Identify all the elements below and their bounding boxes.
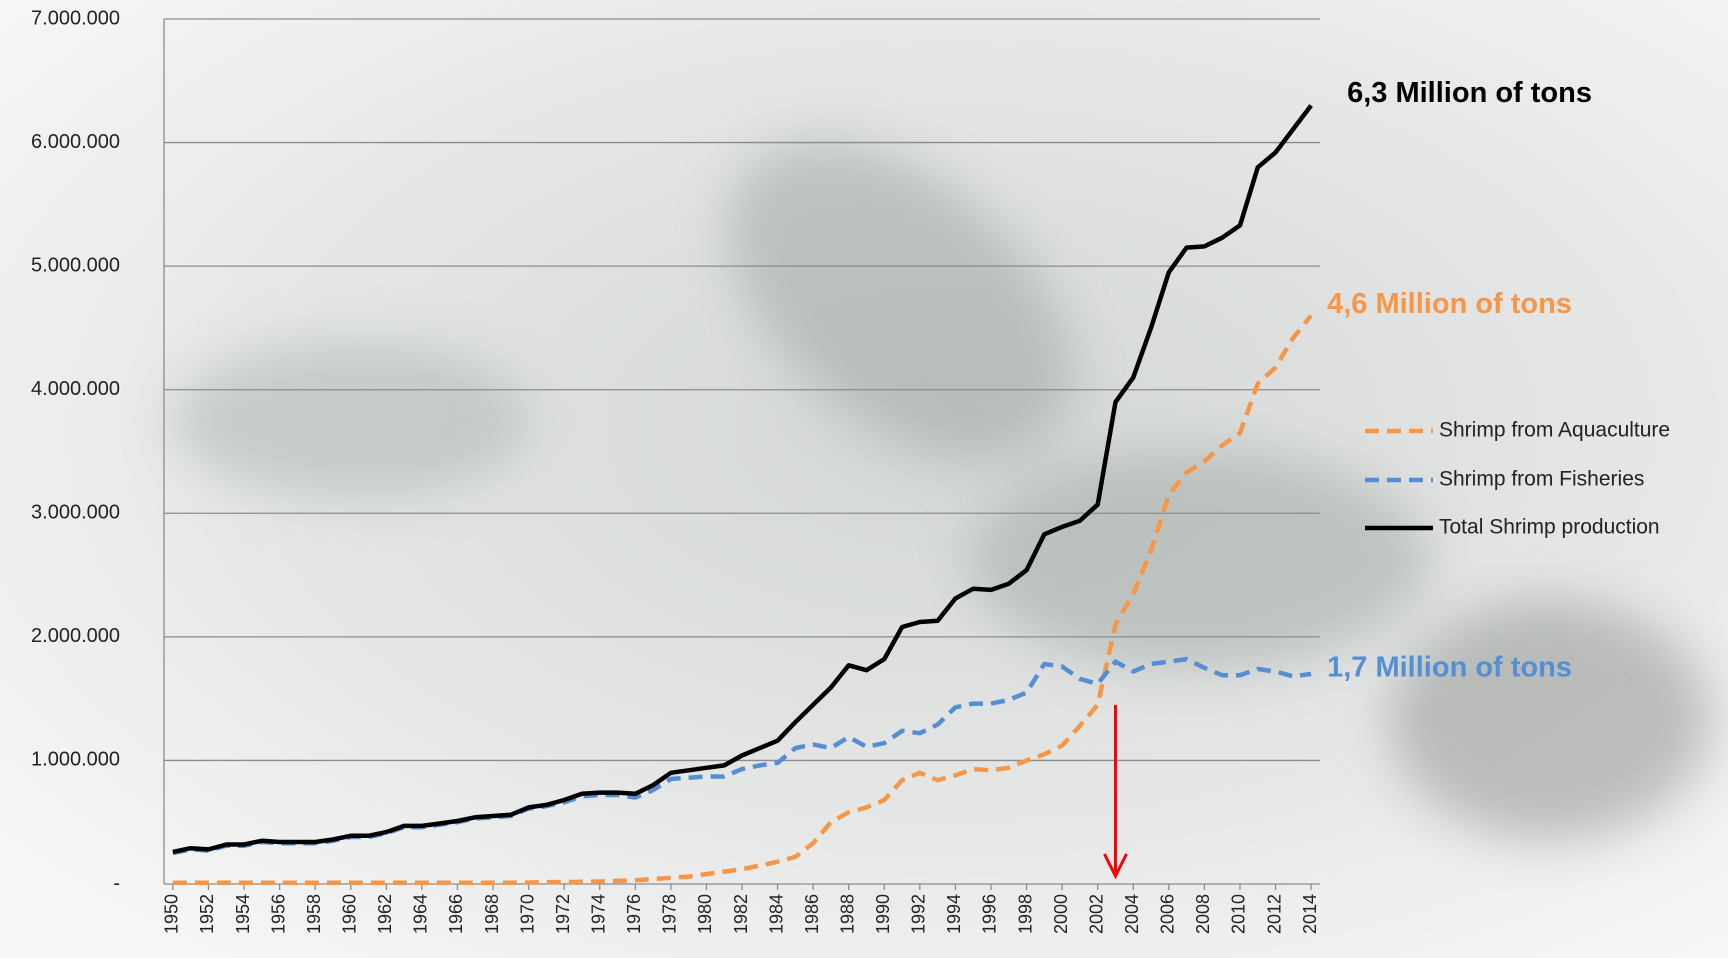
x-tick-label: 1962: [375, 894, 395, 934]
end-label: 6,3 Million of tons: [1347, 77, 1592, 109]
legend-label: Total Shrimp production: [1439, 516, 1660, 539]
x-tick-label: 2002: [1086, 894, 1106, 934]
y-tick-label: -: [113, 872, 120, 894]
x-tick-label: 1994: [944, 894, 964, 934]
x-tick-label: 1970: [517, 894, 537, 934]
x-tick-label: 1992: [909, 894, 929, 934]
x-tick-label: 2000: [1051, 894, 1071, 934]
x-tick-label: 1956: [268, 894, 288, 934]
background-photo: [170, 141, 1710, 840]
x-tick-label: 1974: [588, 894, 608, 934]
arrow-head: [1103, 853, 1128, 880]
y-tick-label: 4.000.000: [31, 378, 120, 400]
y-tick-label: 3.000.000: [31, 502, 120, 524]
x-tick-label: 1958: [304, 894, 324, 934]
x-tick-label: 1984: [766, 894, 786, 934]
end-label: 1,7 Million of tons: [1327, 652, 1572, 684]
x-tick-label: 2004: [1122, 894, 1142, 934]
end-label: 4,6 Million of tons: [1327, 288, 1572, 320]
x-tick-label: 1964: [411, 894, 431, 934]
x-tick-label: 2012: [1264, 894, 1284, 934]
x-tick-label: 1960: [339, 894, 359, 934]
y-tick-label: 7.000.000: [31, 7, 120, 29]
x-tick-label: 1980: [695, 894, 715, 934]
x-tick-label: 1978: [660, 894, 680, 934]
legend-label: Shrimp from Fisheries: [1439, 468, 1644, 491]
x-tick-label: 1986: [802, 894, 822, 934]
y-tick-label: 1.000.000: [31, 749, 120, 771]
x-tick-label: 1954: [233, 894, 253, 934]
series-line: [172, 314, 1313, 886]
x-tick-label: 1952: [197, 894, 217, 934]
y-tick-label: 2.000.000: [31, 625, 120, 647]
x-tick-label: 2008: [1193, 894, 1213, 934]
x-tick-label: 1976: [624, 894, 644, 934]
x-tick-label: 1990: [873, 894, 893, 934]
x-tick-label: 1982: [731, 894, 751, 934]
series-line: [172, 656, 1312, 856]
x-tick-label: 2010: [1229, 894, 1249, 934]
x-tick-label: 1972: [553, 894, 573, 934]
x-tick-label: 1998: [1015, 894, 1035, 934]
x-tick-label: 1996: [980, 894, 1000, 934]
series-line: [172, 104, 1313, 855]
y-tick-label: 6.000.000: [31, 131, 120, 153]
x-tick-label: 1968: [482, 894, 502, 934]
x-tick-label: 2006: [1158, 894, 1178, 934]
x-tick-label: 1950: [162, 894, 182, 934]
x-tick-label: 1988: [837, 894, 857, 934]
legend-label: Shrimp from Aquaculture: [1439, 419, 1670, 442]
x-tick-label: 2014: [1300, 894, 1320, 934]
x-tick-label: 1966: [446, 894, 466, 934]
y-tick-label: 5.000.000: [31, 254, 120, 276]
